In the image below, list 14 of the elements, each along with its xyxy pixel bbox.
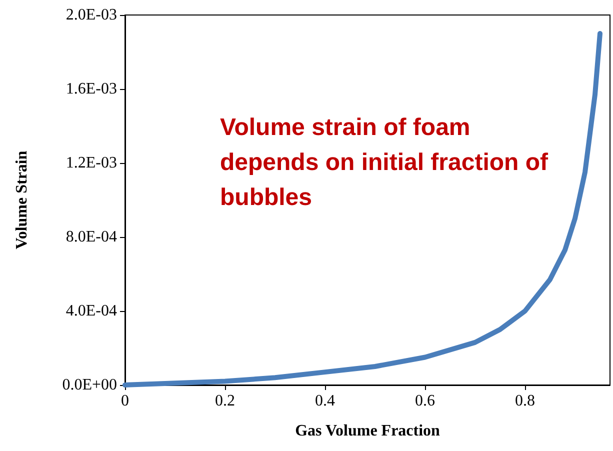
y-tick-label: 4.0E-04 <box>66 302 117 320</box>
x-axis-title: Gas Volume Fraction <box>295 422 440 440</box>
x-tick-label: 0.8 <box>515 392 535 410</box>
annotation: Volume strain of foam depends on initial fraction of bubbles <box>220 114 555 211</box>
x-tick-label: 0 <box>121 392 129 410</box>
x-tick-label: 0.6 <box>415 392 435 410</box>
y-tick-label: 1.2E-03 <box>66 154 117 172</box>
y-tick-label: 8.0E-04 <box>66 228 117 246</box>
y-tick-label: 0.0E+00 <box>62 376 117 394</box>
y-axis-title: Volume Strain <box>14 150 30 250</box>
y-tick-label: 1.6E-03 <box>66 80 117 98</box>
y-tick-label: 2.0E-03 <box>66 6 117 24</box>
x-tick-label: 0.2 <box>215 392 235 410</box>
x-tick-label: 0.4 <box>315 392 335 410</box>
